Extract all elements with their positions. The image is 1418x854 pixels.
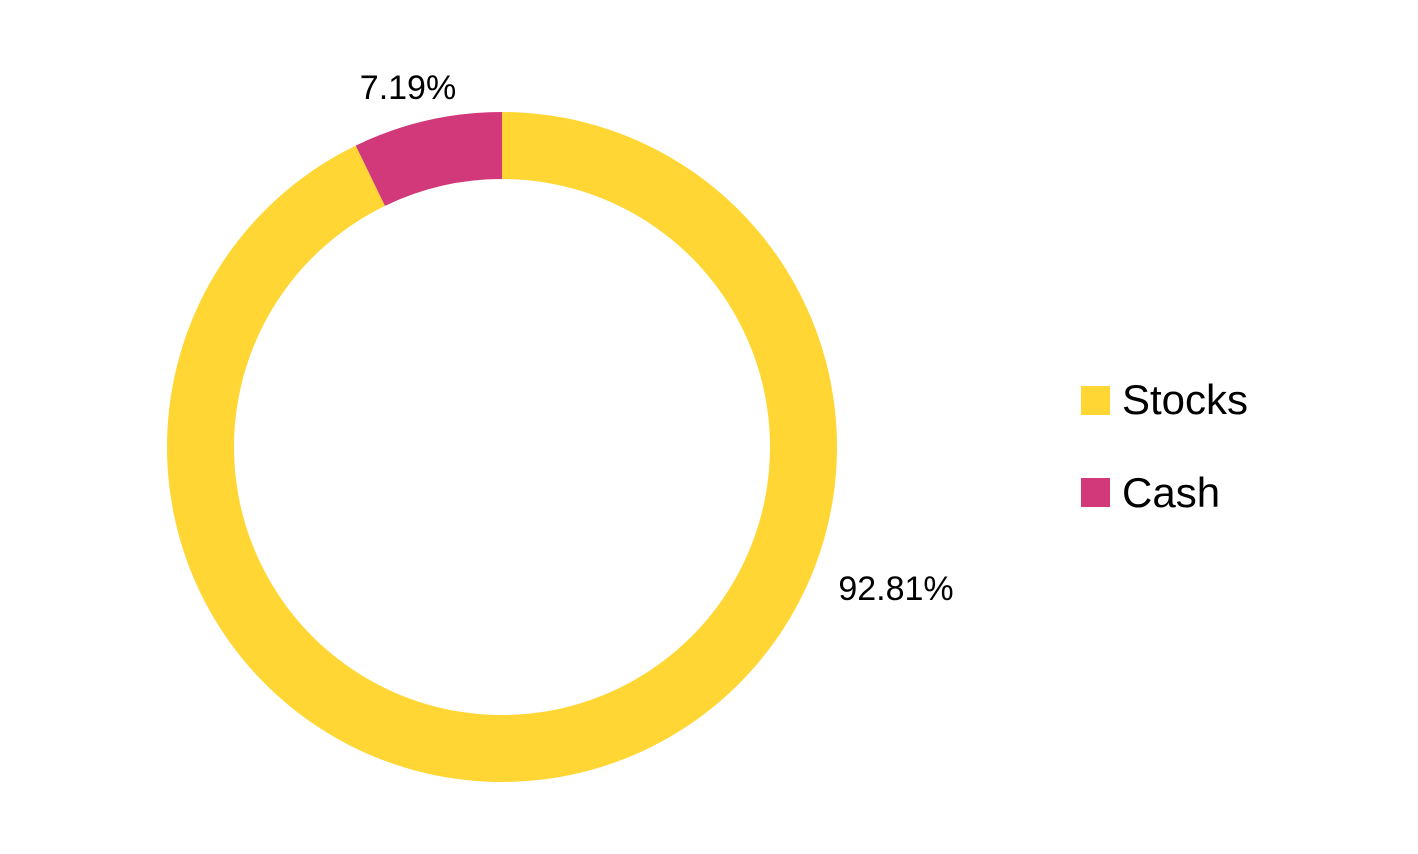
legend-swatch-cash <box>1081 478 1110 507</box>
legend-label-cash: Cash <box>1122 469 1220 516</box>
legend-label-stocks: Stocks <box>1122 376 1248 423</box>
data-label-cash: 7.19% <box>360 69 456 107</box>
donut-slice-stocks <box>166 112 837 782</box>
data-labels: 92.81% 7.19% <box>360 69 954 608</box>
legend-swatch-stocks <box>1081 386 1110 415</box>
donut-slice-cash <box>355 112 502 206</box>
legend: Stocks Cash <box>1081 376 1248 516</box>
donut-slices <box>166 112 837 782</box>
data-label-stocks: 92.81% <box>838 570 953 608</box>
